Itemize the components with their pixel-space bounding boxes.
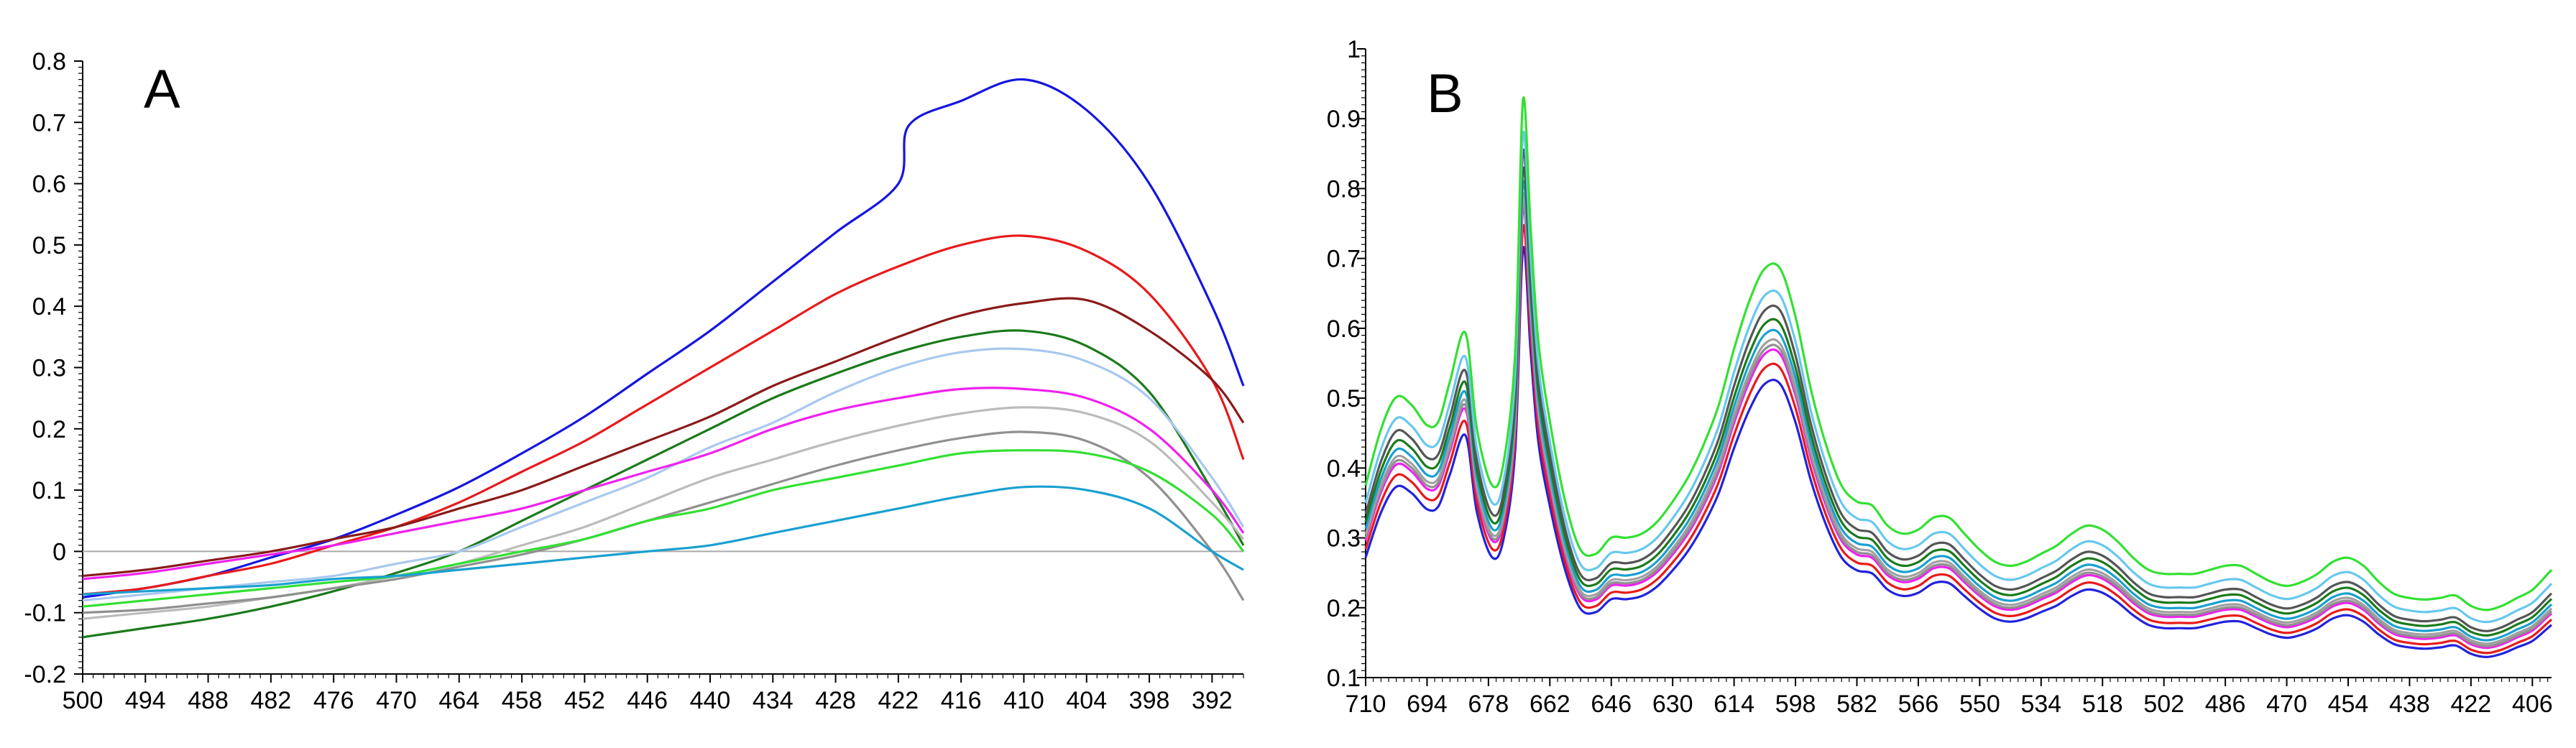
panel-b-x-tick-label: 710 — [1346, 691, 1386, 718]
panel-a-chart: A -0.2 -0.1 0 0.1 0.2 0.3 0.4 0.5 0.6 0.7 0.8 500 49… — [24, 48, 1245, 714]
panel-a-y-tick-label: 0.1 — [32, 477, 66, 504]
panel-b-x-tick-label: 678 — [1468, 691, 1509, 718]
panel-b-x-tick-label: 566 — [1898, 691, 1939, 718]
panel-b-series-line-10 — [1364, 96, 2553, 611]
panel-b-y-tick-label: 1 — [1347, 36, 1361, 63]
panel-b-series-line-9 — [1364, 130, 2553, 624]
panel-a-y-tick-label: 0.6 — [32, 171, 66, 198]
panel-a-y-tick-label: 0.7 — [32, 109, 66, 137]
panel-b-x-tick-label: 534 — [2020, 691, 2061, 718]
panel-a-y-tick-label: -0.2 — [24, 661, 66, 688]
panel-b-y-tick-label: 0.6 — [1327, 315, 1361, 343]
panel-a-y-tick-label: 0.3 — [32, 355, 66, 382]
panel-a-x-tick-label: 494 — [125, 687, 166, 714]
panel-a-y-tick-label: -0.1 — [24, 600, 66, 627]
panel-a-label: A — [144, 59, 180, 120]
panel-b-x-tick-label: 646 — [1591, 691, 1632, 718]
panel-b-x-tick-label: 406 — [2512, 691, 2553, 718]
panel-a-series-line-8 — [82, 430, 1245, 614]
panel-b-x-tick-label: 470 — [2266, 691, 2307, 718]
panel-b-x-tick-label: 438 — [2389, 691, 2430, 718]
panel-a-x-tick-label: 428 — [815, 687, 856, 714]
panel-a-x-tick-label: 470 — [376, 687, 417, 714]
panel-a-series-line-9 — [82, 449, 1245, 608]
panel-b-series-line-1 — [1364, 246, 2552, 658]
panel-b-x-tick-label: 502 — [2143, 691, 2184, 718]
panel-a-series-line-5 — [82, 347, 1245, 602]
panel-b-x-tick-label: 694 — [1407, 691, 1448, 718]
panel-b-x-tick-label: 422 — [2450, 691, 2491, 718]
panel-b-y-tick-label: 0.5 — [1327, 385, 1361, 412]
panel-b-y-tick-label: 0.8 — [1327, 175, 1361, 203]
panel-a-x-tick-label: 482 — [251, 687, 292, 714]
panel-a-x-tick-label: 410 — [1003, 687, 1044, 714]
panel-b-y-tick-label: 0.7 — [1327, 246, 1361, 273]
panel-b-x-tick-label: 582 — [1836, 691, 1877, 718]
panel-b-label: B — [1427, 63, 1463, 124]
panel-a-x-tick-label: 464 — [438, 687, 479, 714]
panel-b-y-tick-label: 0.2 — [1327, 595, 1361, 622]
panel-a-x-tick-label: 392 — [1192, 687, 1233, 714]
panel-a-x-tick-label: 440 — [690, 687, 731, 714]
panel-a-x-tick-label: 500 — [63, 687, 104, 714]
panel-b-y-tick-label: 0.9 — [1327, 106, 1361, 133]
panel-b-y-tick-label: 0.3 — [1327, 525, 1361, 553]
panel-a-x-tick-label: 416 — [941, 687, 982, 714]
panel-b-x-tick-label: 454 — [2328, 691, 2369, 718]
panel-b-x-tick-label: 598 — [1775, 691, 1816, 718]
panel-a-x-tick-label: 422 — [878, 687, 919, 714]
panel-a-x-tick-label: 476 — [313, 687, 354, 714]
panel-a-x-tick-label: 446 — [627, 687, 668, 714]
panel-a-x-tick-label: 434 — [753, 687, 794, 714]
panel-b-chart: B 0.1 0.2 0.3 0.4 0.5 0.6 0.7 0.8 0.9 1 710 694 678 6… — [1327, 36, 2553, 718]
panel-b-x-tick-label: 486 — [2205, 691, 2246, 718]
panel-b-y-tick-label: 0.4 — [1327, 455, 1361, 482]
panel-b-x-tick-label: 662 — [1530, 691, 1570, 718]
panel-a-x-tick-label: 398 — [1129, 687, 1170, 714]
panel-a-series-line-10 — [82, 485, 1244, 596]
panel-a-series-line-3 — [82, 297, 1245, 578]
panel-b-x-tick-label: 614 — [1714, 691, 1754, 718]
panel-a-series-line-4 — [82, 329, 1245, 639]
panel-a-x-tick-label: 488 — [188, 687, 229, 714]
panel-b-x-tick-label: 518 — [2082, 691, 2123, 718]
panel-a-y-tick-label: 0.4 — [32, 293, 66, 320]
panel-a-y-tick-label: 0.8 — [32, 48, 66, 75]
panel-a-series-line-6 — [82, 387, 1245, 581]
panel-b-x-tick-label: 630 — [1652, 691, 1693, 718]
panel-b-x-tick-label: 550 — [1959, 691, 2000, 718]
panel-a-y-tick-label: 0 — [52, 538, 66, 565]
panel-b-series-line-2 — [1364, 223, 2553, 655]
panel-a-series-line-2 — [82, 234, 1245, 596]
panel-a-y-tick-label: 0.2 — [32, 416, 66, 443]
panel-a-series-line-1 — [82, 78, 1245, 599]
panel-a-x-tick-label: 404 — [1066, 687, 1107, 714]
panel-a-y-tick-label: 0.5 — [32, 232, 66, 259]
panel-a-x-tick-label: 458 — [502, 687, 543, 714]
panel-a-x-tick-label: 452 — [564, 687, 605, 714]
panel-b-y-tick-label: 0.1 — [1327, 665, 1361, 692]
